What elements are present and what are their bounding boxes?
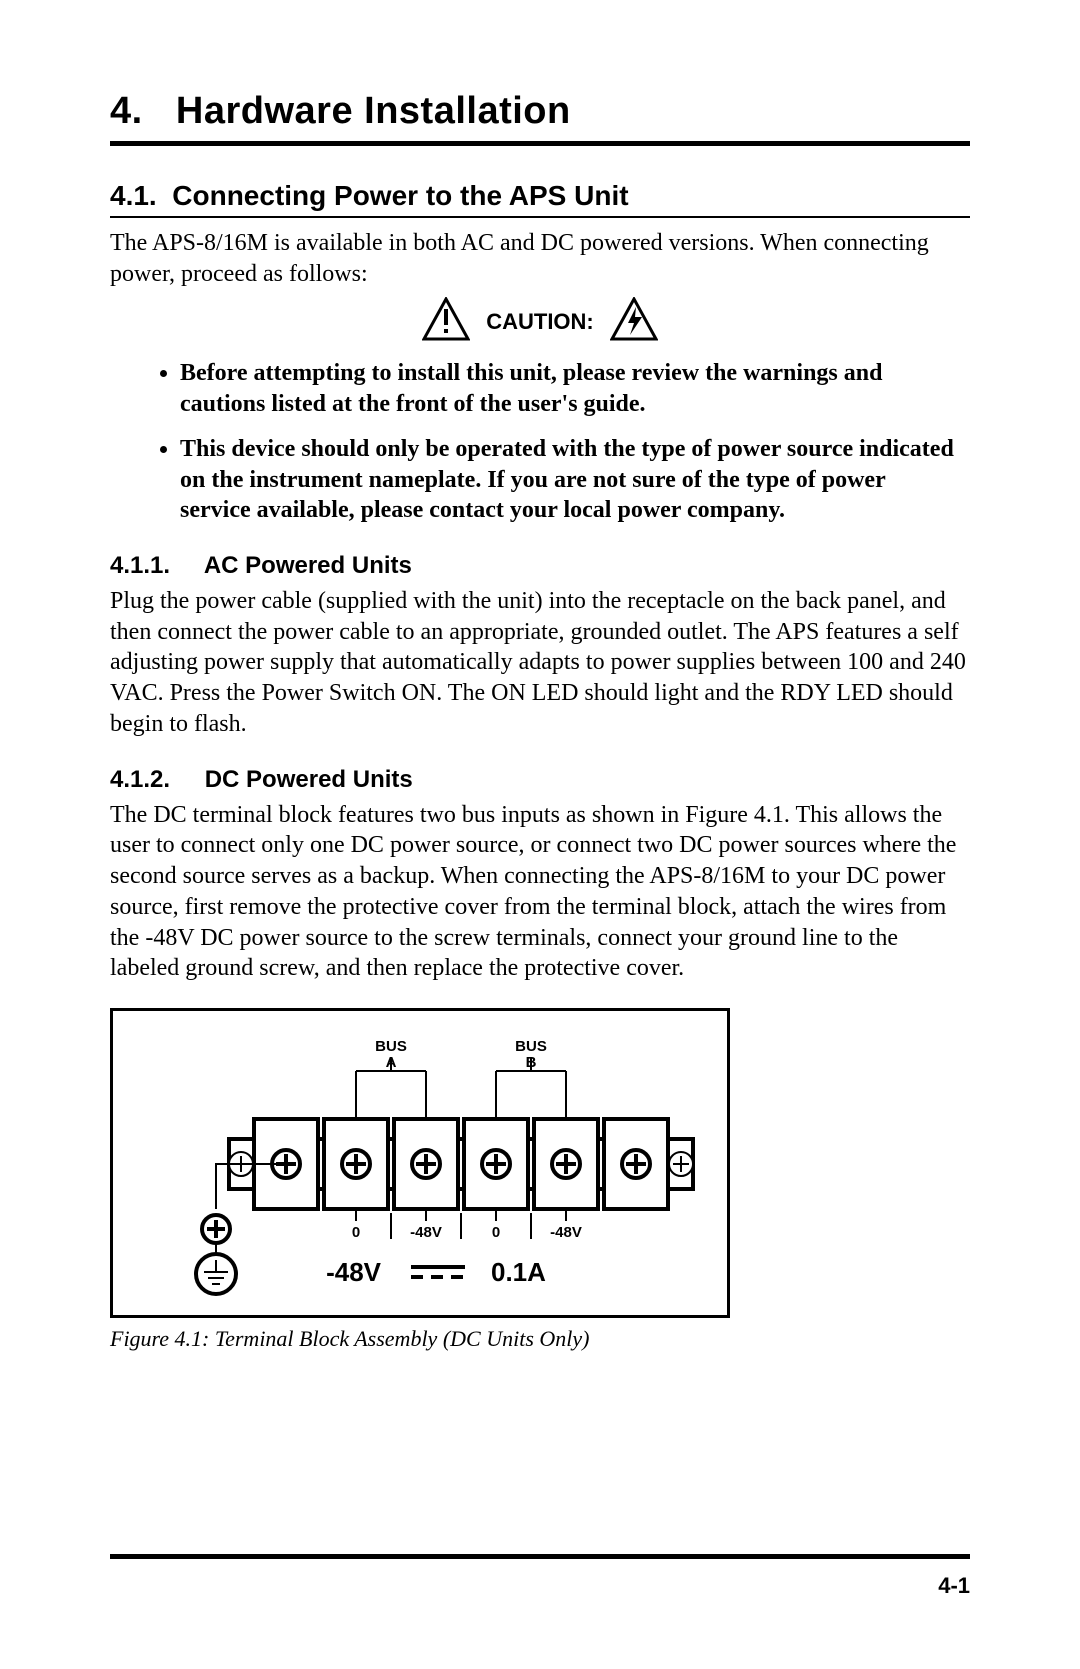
svg-text:B: B [526, 1054, 537, 1071]
section-4-1-number: 4.1. [110, 180, 157, 211]
section-4-1-2-title: 4.1.2. DC Powered Units [110, 766, 970, 794]
terminal-block-diagram: BUSABUSB0-48V0-48V-48V0.1A [121, 1019, 731, 1315]
section-4-1-title-text: Connecting Power to the APS Unit [172, 180, 628, 211]
svg-text:0: 0 [352, 1224, 360, 1241]
caution-bullet-2: This device should only be operated with… [180, 434, 960, 526]
figure-4-1: BUSABUSB0-48V0-48V-48V0.1A [110, 1008, 730, 1318]
svg-text:-48V: -48V [326, 1257, 382, 1287]
section-4-1-1-body: Plug the power cable (supplied with the … [110, 586, 970, 740]
svg-text:BUS: BUS [515, 1038, 547, 1055]
svg-text:0: 0 [492, 1224, 500, 1241]
page-number: 4-1 [938, 1573, 970, 1599]
section-4-1-2-title-text: DC Powered Units [205, 766, 413, 793]
section-4-1-1-title: 4.1.1. AC Powered Units [110, 552, 970, 580]
svg-text:-48V: -48V [410, 1224, 442, 1241]
warning-triangle-icon [422, 297, 470, 346]
footer-rule [110, 1554, 970, 1559]
chapter-title-text: Hardware Installation [176, 90, 571, 132]
svg-text:A: A [386, 1054, 397, 1071]
caution-header: CAUTION: [110, 297, 970, 346]
lightning-triangle-icon [610, 297, 658, 346]
caution-label: CAUTION: [486, 309, 594, 335]
section-4-1-intro: The APS-8/16M is available in both AC an… [110, 228, 970, 289]
section-4-1-2-body: The DC terminal block features two bus i… [110, 800, 970, 984]
section-4-1-2-number: 4.1.2. [110, 766, 170, 793]
chapter-number: 4. [110, 90, 143, 132]
svg-text:0.1A: 0.1A [491, 1257, 546, 1287]
figure-4-1-caption: Figure 4.1: Terminal Block Assembly (DC … [110, 1326, 970, 1352]
section-4-1-1-number: 4.1.1. [110, 552, 170, 579]
section-4-1-title: 4.1. Connecting Power to the APS Unit [110, 180, 970, 218]
chapter-title: 4. Hardware Installation [110, 90, 970, 146]
svg-text:-48V: -48V [550, 1224, 582, 1241]
svg-text:BUS: BUS [375, 1038, 407, 1055]
section-4-1-1-title-text: AC Powered Units [204, 552, 412, 579]
caution-bullet-1: Before attempting to install this unit, … [180, 358, 960, 419]
caution-bullet-list: Before attempting to install this unit, … [180, 358, 960, 526]
